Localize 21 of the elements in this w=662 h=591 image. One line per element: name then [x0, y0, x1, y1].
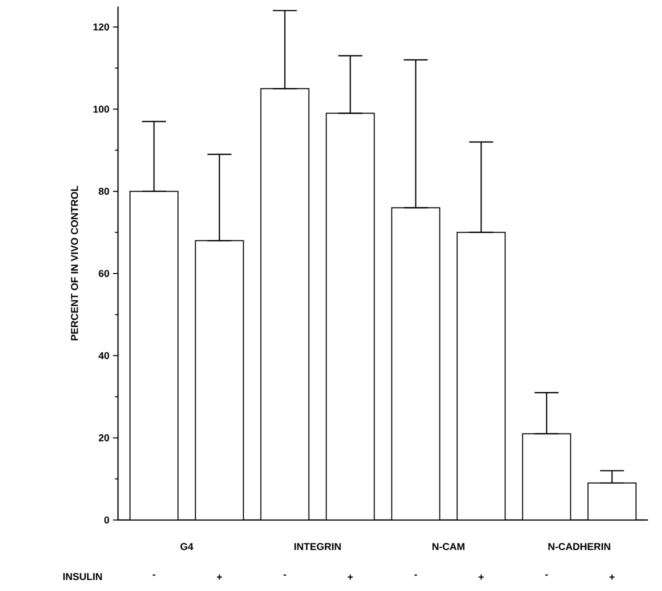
- x-tick-label: -: [284, 574, 286, 576]
- y-tick-label: 40: [98, 352, 110, 360]
- text: N-CAM: [432, 543, 464, 550]
- x-tick-label: +: [216, 574, 222, 580]
- x-tick-label: -: [545, 574, 548, 576]
- text: N-CADHERIN: [548, 543, 610, 550]
- y-tick-label: 60: [98, 270, 110, 278]
- y-tick-label: 100: [93, 106, 110, 113]
- text: INTEGRIN: [294, 543, 341, 550]
- x-axis-title: INSULIN: [63, 573, 102, 580]
- x-tick-label: +: [478, 574, 484, 580]
- text: G4: [180, 543, 194, 550]
- x-tick-label: -: [414, 574, 417, 576]
- y-tick-label: 20: [98, 434, 110, 442]
- y-axis-title: PERCENT OF IN VIVO CONTROL: [70, 186, 78, 340]
- x-tick-label: -: [152, 574, 156, 576]
- x-tick-label: +: [348, 574, 353, 580]
- y-tick-label: 0: [104, 516, 110, 524]
- y-tick-label: 80: [98, 188, 110, 195]
- y-tick-label: 120: [93, 23, 110, 31]
- x-tick-label: +: [610, 574, 615, 580]
